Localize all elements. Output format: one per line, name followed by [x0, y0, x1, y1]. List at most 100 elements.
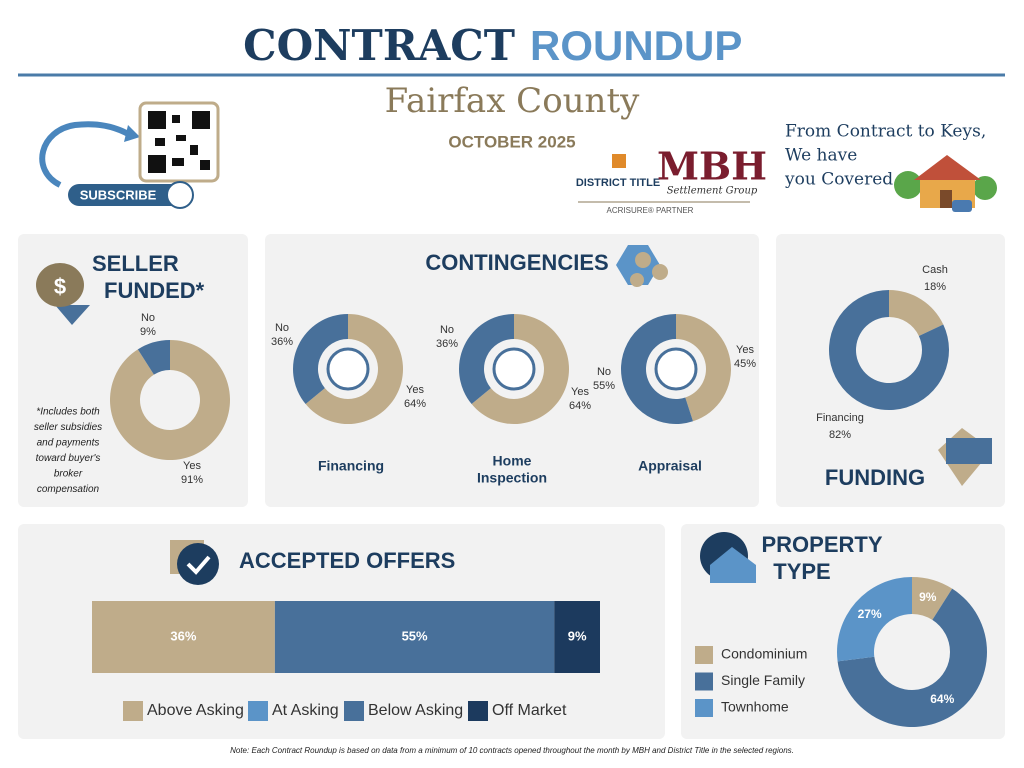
district-icon: [612, 154, 626, 168]
bar-segment: [274, 601, 555, 673]
donut-icon: [326, 347, 370, 391]
value-label: 36%: [271, 336, 293, 348]
category-label: Yes: [183, 460, 201, 472]
chart-title: ACCEPTED OFFERS: [239, 548, 455, 573]
legend-label: Townhome: [721, 699, 789, 715]
footnote: toward buyer's: [36, 453, 101, 464]
gear-icon: [652, 264, 668, 280]
footnote: and payments: [37, 438, 100, 449]
icon-symbol: $: [54, 274, 66, 299]
value-label: 9%: [919, 590, 937, 604]
offer-icon: [186, 555, 211, 575]
value-label: 91%: [181, 474, 203, 486]
chart-title: Appraisal: [638, 458, 702, 474]
title: CONTRACT: [243, 21, 515, 70]
legend-swatch: [695, 699, 713, 717]
footnote: seller subsidies: [34, 422, 102, 433]
donut-icon: [492, 347, 536, 391]
value-label: 64%: [930, 692, 954, 706]
donut-segment: [837, 588, 987, 727]
chart-title: Financing: [318, 458, 384, 474]
subscribe-button[interactable]: [68, 184, 190, 206]
value-label: 55%: [593, 380, 615, 392]
qr-code: [148, 111, 210, 173]
footnote: compensation: [37, 484, 100, 495]
tagline: you Covered: [784, 170, 893, 190]
category-label: Financing: [816, 412, 864, 424]
donut-segment: [621, 314, 693, 424]
legend-label: Single Family: [721, 672, 805, 688]
chart-title: PROPERTY: [761, 532, 882, 557]
donut-segment: [293, 313, 348, 405]
category-label: No: [275, 322, 289, 334]
mbh-logo: MBH: [657, 144, 767, 189]
value-label: 18%: [924, 281, 946, 293]
legend-swatch: [695, 672, 713, 691]
legend-swatch: [248, 701, 268, 721]
check-icon: [946, 438, 992, 464]
subscribe-label: SUBSCRIBE: [80, 187, 157, 202]
value-label: 82%: [829, 429, 851, 441]
donut-icon: [654, 347, 698, 391]
chart-title: FUNDING: [825, 465, 925, 490]
county: Fairfax County: [385, 81, 640, 121]
legend-label: Off Market: [492, 702, 567, 719]
house-illustration: [894, 155, 997, 212]
value-label: 36%: [436, 338, 458, 350]
footnote: *Includes both: [36, 407, 100, 418]
donut-segment: [676, 314, 731, 422]
legend-label: Below Asking: [368, 702, 463, 719]
mbh-subtitle: Settlement Group: [667, 186, 758, 197]
legend-swatch: [695, 646, 713, 664]
title-accent: ROUNDUP: [530, 22, 742, 69]
value-label: 36%: [170, 628, 196, 643]
seller-icon: [55, 305, 90, 325]
arrow-head: [124, 125, 140, 142]
partner: ACRISURE® PARTNER: [607, 206, 694, 215]
donut-segment: [912, 577, 953, 620]
gear-icon: [630, 273, 644, 287]
chart-title: Home: [493, 453, 532, 469]
legend-label: Above Asking: [147, 702, 244, 719]
tagline: From Contract to Keys,: [785, 122, 986, 142]
category-label: Yes: [406, 384, 424, 396]
category-label: No: [440, 324, 454, 336]
value-label: 45%: [734, 358, 756, 370]
category-label: Yes: [571, 386, 589, 398]
donut-segment: [471, 314, 569, 424]
value-label: 27%: [858, 607, 882, 621]
bell-icon: [166, 181, 194, 209]
chart-title: TYPE: [773, 559, 830, 584]
bar-segment: [92, 601, 275, 673]
legend-label: At Asking: [272, 702, 339, 719]
chart-title: FUNDED*: [104, 278, 205, 303]
donut-segment: [459, 313, 514, 405]
donut-segment: [109, 340, 231, 460]
footnote: broker: [54, 469, 83, 480]
value-label: 9%: [140, 326, 156, 338]
period: OCTOBER 2025: [448, 132, 575, 151]
gear-icon: [635, 252, 651, 268]
value-label: 55%: [402, 628, 428, 643]
tagline: We have: [785, 146, 857, 166]
district-logo: DISTRICT TITLE: [576, 177, 660, 189]
donut-segment: [837, 577, 912, 662]
legend-swatch: [468, 701, 488, 721]
category-label: Yes: [736, 344, 754, 356]
value-label: 64%: [569, 400, 591, 412]
donut-segment: [829, 290, 949, 411]
donut-segment: [305, 314, 403, 424]
property-icon: [710, 547, 756, 583]
donut-segment: [137, 340, 170, 375]
value-label: 64%: [404, 398, 426, 410]
category-label: Cash: [922, 264, 948, 276]
arrow: [39, 121, 132, 188]
category-label: No: [141, 312, 155, 324]
chart-title: Inspection: [477, 470, 547, 486]
section-title: CONTINGENCIES: [425, 250, 608, 275]
legend-label: Condominium: [721, 646, 807, 662]
donut-segment: [889, 290, 944, 336]
bar-segment: [554, 601, 600, 673]
category-label: No: [597, 366, 611, 378]
